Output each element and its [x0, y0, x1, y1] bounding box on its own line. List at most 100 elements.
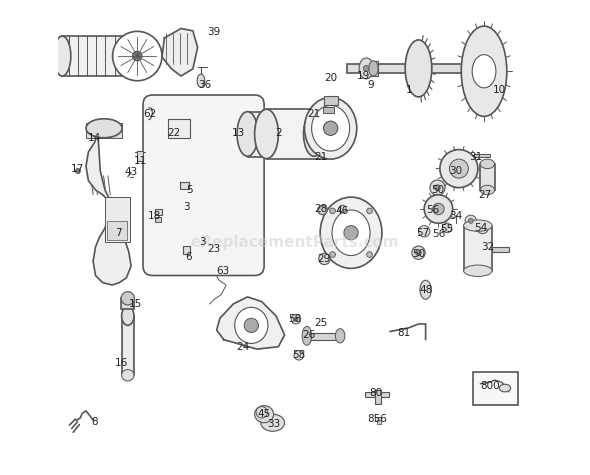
Ellipse shape	[412, 246, 425, 259]
Bar	[348, 64, 464, 73]
Text: 58: 58	[289, 314, 301, 324]
Text: 50: 50	[412, 249, 425, 259]
Ellipse shape	[465, 215, 477, 227]
Ellipse shape	[344, 226, 358, 240]
Ellipse shape	[472, 55, 496, 88]
Bar	[183, 246, 189, 254]
Text: 20: 20	[324, 73, 337, 84]
Ellipse shape	[332, 210, 370, 256]
Text: 39: 39	[208, 27, 221, 38]
Bar	[375, 390, 381, 404]
Ellipse shape	[303, 112, 324, 156]
Ellipse shape	[256, 407, 267, 418]
Text: 56: 56	[426, 205, 440, 215]
Ellipse shape	[440, 150, 478, 188]
Ellipse shape	[435, 185, 440, 190]
Polygon shape	[162, 28, 198, 76]
Text: 56: 56	[432, 228, 445, 239]
Text: 3: 3	[199, 237, 206, 247]
Text: 25: 25	[314, 318, 328, 328]
Ellipse shape	[499, 384, 511, 392]
Ellipse shape	[86, 119, 122, 138]
Text: 36: 36	[198, 80, 211, 91]
Ellipse shape	[54, 36, 71, 76]
Text: 55: 55	[440, 224, 454, 234]
Ellipse shape	[339, 205, 346, 213]
Ellipse shape	[359, 58, 373, 79]
Text: 62: 62	[143, 109, 157, 119]
Ellipse shape	[430, 180, 445, 195]
Polygon shape	[217, 297, 284, 349]
Ellipse shape	[480, 185, 494, 195]
Text: eReplacementParts.com: eReplacementParts.com	[191, 235, 399, 250]
Ellipse shape	[366, 252, 372, 257]
Ellipse shape	[366, 208, 372, 214]
Bar	[180, 182, 189, 189]
Ellipse shape	[197, 74, 205, 87]
Bar	[323, 107, 335, 113]
Bar	[376, 420, 382, 424]
Text: 80: 80	[369, 388, 382, 398]
FancyBboxPatch shape	[143, 95, 264, 276]
Bar	[474, 154, 490, 157]
Ellipse shape	[461, 26, 507, 116]
Text: 10: 10	[493, 85, 506, 95]
Text: 63: 63	[216, 266, 230, 276]
Ellipse shape	[302, 326, 312, 345]
Bar	[473, 372, 518, 405]
Bar	[121, 298, 134, 309]
Text: 9: 9	[368, 80, 374, 91]
Text: 28: 28	[314, 204, 328, 214]
Ellipse shape	[122, 370, 134, 381]
Bar	[155, 209, 162, 215]
Ellipse shape	[294, 351, 303, 360]
Bar	[63, 36, 133, 76]
Text: 7: 7	[115, 228, 122, 238]
Ellipse shape	[323, 121, 337, 135]
Text: 33: 33	[267, 418, 280, 429]
Ellipse shape	[369, 61, 378, 76]
Bar	[267, 109, 326, 159]
Bar	[155, 217, 160, 222]
Bar	[105, 197, 130, 242]
Text: 14: 14	[88, 133, 101, 143]
Ellipse shape	[294, 317, 298, 321]
Text: 48: 48	[419, 285, 432, 295]
Ellipse shape	[235, 307, 268, 343]
Text: 19: 19	[358, 71, 371, 81]
Ellipse shape	[318, 205, 327, 215]
Bar	[86, 124, 122, 138]
Text: 43: 43	[124, 167, 137, 177]
Polygon shape	[86, 133, 131, 285]
Bar	[247, 112, 314, 157]
Ellipse shape	[320, 197, 382, 268]
Ellipse shape	[291, 314, 301, 324]
Text: 3: 3	[183, 201, 190, 212]
Text: 24: 24	[236, 342, 250, 352]
Ellipse shape	[424, 195, 453, 223]
Bar	[464, 226, 492, 271]
Text: 57: 57	[417, 228, 430, 238]
Text: 856: 856	[367, 414, 386, 424]
Ellipse shape	[363, 66, 369, 71]
Text: 81: 81	[398, 328, 411, 339]
Bar	[107, 221, 127, 240]
Text: 23: 23	[208, 244, 221, 255]
Text: 16: 16	[115, 358, 128, 369]
Text: 2: 2	[275, 128, 281, 138]
Ellipse shape	[255, 109, 278, 159]
Ellipse shape	[335, 329, 345, 343]
Ellipse shape	[261, 414, 284, 431]
Bar	[137, 151, 143, 161]
Bar	[122, 316, 133, 375]
Ellipse shape	[312, 105, 350, 151]
Text: 18: 18	[148, 211, 162, 221]
Ellipse shape	[405, 40, 432, 97]
Ellipse shape	[255, 406, 274, 423]
Text: 26: 26	[303, 330, 316, 340]
Text: 50: 50	[431, 185, 444, 195]
Ellipse shape	[480, 159, 494, 169]
Ellipse shape	[304, 97, 357, 159]
Bar	[323, 96, 337, 104]
Bar	[369, 61, 378, 76]
